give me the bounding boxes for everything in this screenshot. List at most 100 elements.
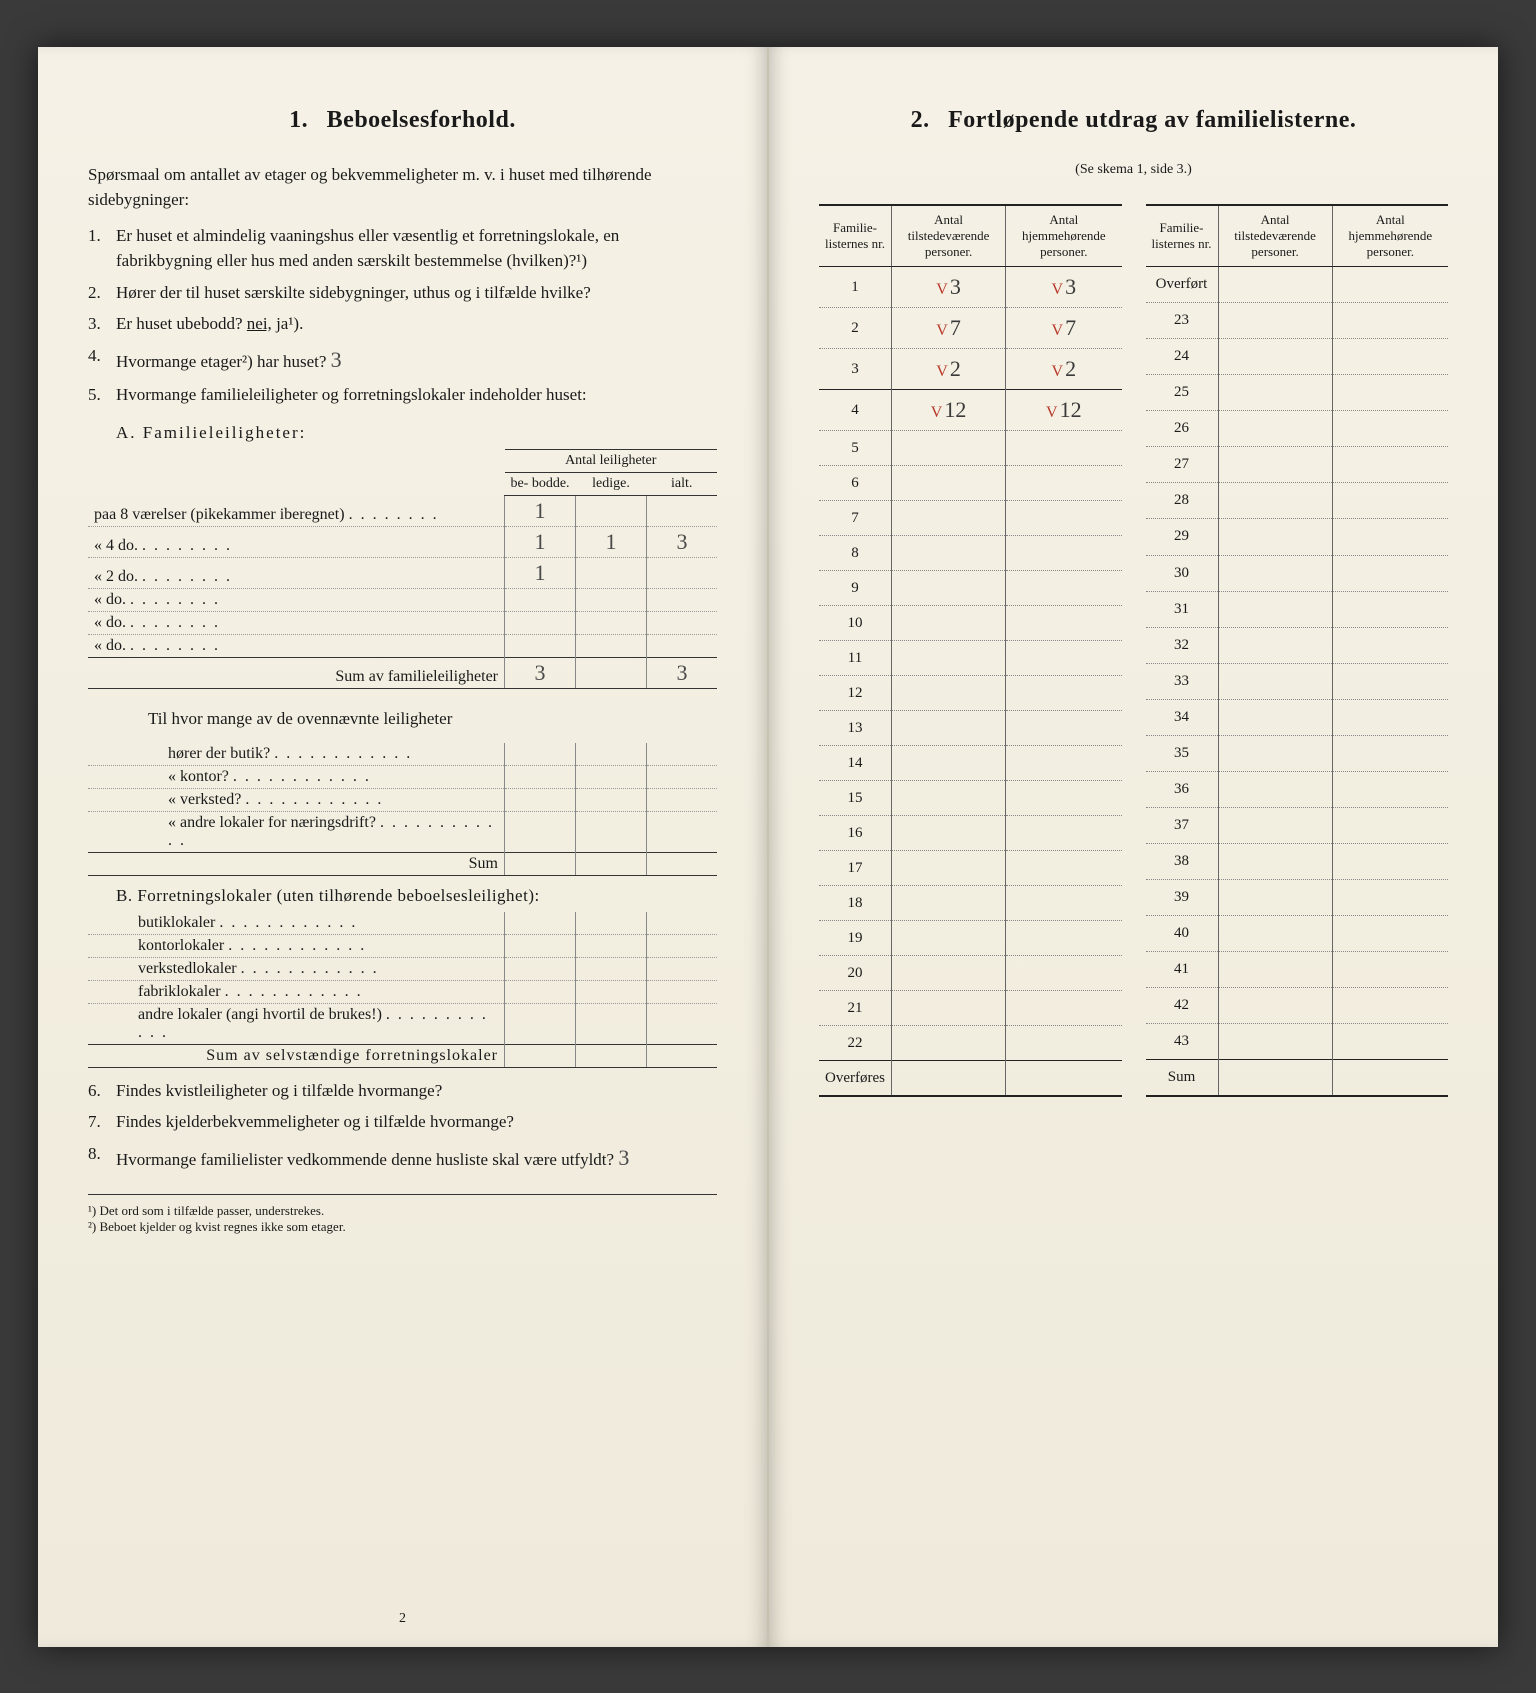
heading-title: Beboelsesforhold.	[327, 107, 516, 133]
leil-row: « do. . . . . . . . .	[88, 612, 717, 635]
question-8: 8. Hvormange familielister vedkommende d…	[88, 1141, 717, 1174]
left-page: 1. Beboelsesforhold. Spørsmaal om antall…	[38, 47, 769, 1647]
family-row: 29	[1146, 519, 1449, 555]
leil-row: paa 8 værelser (pikekammer iberegnet) . …	[88, 496, 717, 527]
q4-value: 3	[331, 347, 342, 372]
til-sum-row: Sum	[88, 852, 717, 875]
question-6: 6. Findes kvistleiligheter og i tilfælde…	[88, 1078, 717, 1104]
family-row: 6	[819, 466, 1122, 501]
question-2: 2. Hører der til huset særskilte sidebyg…	[88, 280, 717, 306]
family-row: 27	[1146, 447, 1449, 483]
leil-sum-row: Sum av familieleiligheter 3 3	[88, 658, 717, 689]
right-heading: 2. Fortløpende utdrag av familielisterne…	[819, 107, 1448, 134]
family-row: 40	[1146, 915, 1449, 951]
col-nr-2: Familie- listernes nr.	[1146, 205, 1219, 267]
family-row: 42	[1146, 987, 1449, 1023]
til-row: « kontor? . . . . . . . . . . . .	[88, 765, 717, 788]
til-row: « verksted? . . . . . . . . . . . .	[88, 788, 717, 811]
family-row: 35	[1146, 735, 1449, 771]
question-3: 3. Er huset ubebodd? nei, ja¹).	[88, 311, 717, 337]
sum-row: Sum	[1146, 1060, 1449, 1097]
family-row: 30	[1146, 555, 1449, 591]
family-row: 4V12V12	[819, 390, 1122, 431]
col-bebodde: be- bodde.	[505, 473, 576, 496]
heading-number-2: 2.	[911, 107, 930, 133]
family-row: 22	[819, 1026, 1122, 1061]
family-row: 16	[819, 816, 1122, 851]
family-row: 24	[1146, 339, 1449, 375]
heading-title-2: Fortløpende utdrag av familielisterne.	[948, 107, 1356, 133]
b-row: fabriklokaler . . . . . . . . . . . .	[88, 980, 717, 1003]
overfores-row: Overføres	[819, 1061, 1122, 1097]
section-a-label: A. Familieleiligheter:	[116, 423, 717, 443]
family-row: 43	[1146, 1023, 1449, 1059]
right-page: 2. Fortløpende utdrag av familielisterne…	[769, 47, 1498, 1647]
question-7: 7. Findes kjelderbekvemmeligheter og i t…	[88, 1109, 717, 1135]
til-row: « andre lokaler for næringsdrift? . . . …	[88, 811, 717, 852]
col-hjemme-2: Antal hjemmehørende personer.	[1332, 205, 1448, 267]
question-5: 5. Hvormange familieleiligheter og forre…	[88, 382, 717, 408]
intro-text: Spørsmaal om antallet av etager og bekve…	[88, 162, 717, 213]
family-row: 37	[1146, 807, 1449, 843]
family-row: 1V3V3	[819, 267, 1122, 308]
heading-number: 1.	[289, 107, 308, 133]
b-row: kontorlokaler . . . . . . . . . . . .	[88, 934, 717, 957]
forretning-table: butiklokaler . . . . . . . . . . . .kont…	[88, 912, 717, 1068]
leil-row: « 4 do. . . . . . . . .113	[88, 527, 717, 558]
family-row: 17	[819, 851, 1122, 886]
family-row: 31	[1146, 591, 1449, 627]
leil-row: « do. . . . . . . . .	[88, 589, 717, 612]
family-row: 8	[819, 536, 1122, 571]
family-row: 28	[1146, 483, 1449, 519]
col-nr: Familie- listernes nr.	[819, 205, 892, 267]
leil-header-group: Antal leiligheter	[505, 450, 718, 473]
family-row: 11	[819, 641, 1122, 676]
tilhvor-table: hører der butik? . . . . . . . . . . . .…	[88, 743, 717, 876]
family-row: 41	[1146, 951, 1449, 987]
q3-nei: nei,	[247, 314, 272, 333]
family-row: 18	[819, 886, 1122, 921]
til-row: hører der butik? . . . . . . . . . . . .	[88, 743, 717, 766]
family-row: 25	[1146, 375, 1449, 411]
footnotes: ¹) Det ord som i tilfælde passer, unders…	[88, 1194, 717, 1235]
question-1: 1. Er huset et almindelig vaaningshus el…	[88, 223, 717, 274]
family-row: 32	[1146, 627, 1449, 663]
family-row: 10	[819, 606, 1122, 641]
leilighet-table: Antal leiligheter be- bodde. ledige. ial…	[88, 449, 717, 689]
family-row: 9	[819, 571, 1122, 606]
family-row: 21	[819, 991, 1122, 1026]
b-row: butiklokaler . . . . . . . . . . . .	[88, 912, 717, 935]
family-row: 38	[1146, 843, 1449, 879]
col-hjemme: Antal hjemmehørende personer.	[1006, 205, 1122, 267]
col-tilstede: Antal tilstedeværende personer.	[892, 205, 1006, 267]
family-row: 20	[819, 956, 1122, 991]
family-row: 5	[819, 431, 1122, 466]
left-heading: 1. Beboelsesforhold.	[88, 107, 717, 134]
family-table-left: Familie- listernes nr. Antal tilstedevær…	[819, 204, 1122, 1098]
family-row: 39	[1146, 879, 1449, 915]
footnote-1: ¹) Det ord som i tilfælde passer, unders…	[88, 1203, 717, 1219]
family-row: 23	[1146, 303, 1449, 339]
page-number: 2	[399, 1611, 406, 1627]
family-row: 2V7V7	[819, 308, 1122, 349]
q8-value: 3	[618, 1145, 629, 1170]
right-subheading: (Se skema 1, side 3.)	[819, 162, 1448, 178]
family-row: 3V2V2	[819, 349, 1122, 390]
b-row: andre lokaler (angi hvortil de brukes!) …	[88, 1003, 717, 1044]
question-list: 1. Er huset et almindelig vaaningshus el…	[88, 223, 717, 408]
family-row: 12	[819, 676, 1122, 711]
family-row: 33	[1146, 663, 1449, 699]
family-row: 26	[1146, 411, 1449, 447]
b-row: verkstedlokaler . . . . . . . . . . . .	[88, 957, 717, 980]
col-ledige: ledige.	[576, 473, 647, 496]
family-tables: Familie- listernes nr. Antal tilstedevær…	[819, 204, 1448, 1098]
family-row: 7	[819, 501, 1122, 536]
leil-row: « do. . . . . . . . .	[88, 635, 717, 658]
family-row: 19	[819, 921, 1122, 956]
question-4: 4. Hvormange etager²) har huset? 3	[88, 343, 717, 376]
leil-row: « 2 do. . . . . . . . .1	[88, 558, 717, 589]
family-row: 13	[819, 711, 1122, 746]
book-spread: 1. Beboelsesforhold. Spørsmaal om antall…	[38, 47, 1498, 1647]
family-row: 14	[819, 746, 1122, 781]
question-list-2: 6. Findes kvistleiligheter og i tilfælde…	[88, 1078, 717, 1174]
